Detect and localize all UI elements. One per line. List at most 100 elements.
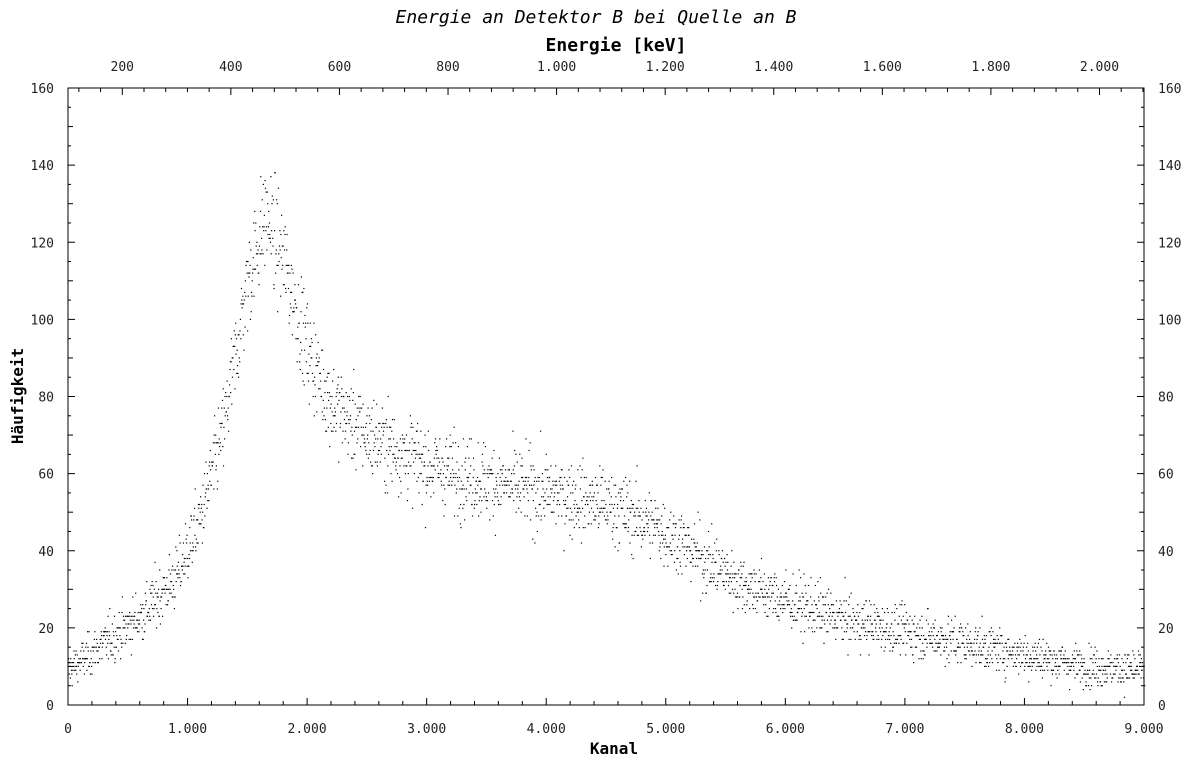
scatter-point <box>522 476 524 479</box>
scatter-point <box>250 291 253 293</box>
scatter-point <box>785 592 787 594</box>
scatter-point <box>473 507 475 509</box>
scatter-point <box>693 523 696 525</box>
scatter-point <box>206 507 208 509</box>
scatter-point <box>908 623 910 625</box>
scatter-point <box>313 380 315 382</box>
scatter-point <box>933 650 935 652</box>
scatter-point <box>161 592 163 594</box>
scatter-point <box>496 496 498 498</box>
scatter-point <box>175 546 177 548</box>
scatter-point <box>903 623 905 625</box>
scatter-point <box>701 554 703 556</box>
scatter-point <box>960 662 962 664</box>
scatter-point <box>1128 665 1130 667</box>
scatter-point <box>1001 642 1003 644</box>
scatter-point <box>556 492 559 494</box>
scatter-point <box>740 561 742 563</box>
scatter-point <box>344 411 346 413</box>
scatter-point <box>1014 662 1016 664</box>
scatter-point <box>718 554 720 556</box>
scatter-point <box>936 635 938 637</box>
scatter-point <box>494 496 496 498</box>
scatter-point <box>865 600 867 602</box>
scatter-point <box>130 654 132 656</box>
scatter-point <box>986 662 988 664</box>
scatter-point <box>577 511 579 513</box>
scatter-point <box>813 600 815 602</box>
scatter-point <box>1132 673 1135 675</box>
scatter-point <box>436 449 438 452</box>
scatter-point <box>530 465 532 467</box>
scatter-point <box>142 604 144 606</box>
scatter-point <box>490 469 493 471</box>
scatter-point <box>87 646 89 648</box>
scatter-point <box>514 449 516 452</box>
scatter-point <box>314 384 316 386</box>
scatter-point <box>477 442 479 444</box>
scatter-point <box>193 507 196 509</box>
scatter-point <box>478 500 480 502</box>
scatter-point <box>361 407 363 409</box>
scatter-point <box>1045 662 1047 664</box>
scatter-point <box>782 604 784 606</box>
scatter-point <box>340 395 343 398</box>
scatter-point <box>901 600 903 602</box>
scatter-point <box>833 627 835 629</box>
scatter-point <box>788 604 791 606</box>
scatter-point <box>170 581 172 583</box>
scatter-point <box>638 511 640 513</box>
scatter-point <box>626 484 628 486</box>
scatter-point <box>1104 673 1106 675</box>
scatter-point <box>595 515 597 517</box>
scatter-point <box>281 245 283 247</box>
scatter-point <box>613 484 615 486</box>
scatter-point <box>72 665 74 667</box>
scatter-point <box>557 500 559 502</box>
scatter-point <box>153 615 155 617</box>
scatter-point <box>641 519 643 521</box>
scatter-point <box>70 658 72 660</box>
scatter-point <box>980 654 982 656</box>
scatter-point <box>1098 658 1100 660</box>
scatter-point <box>712 554 714 556</box>
scatter-point <box>415 453 417 455</box>
scatter-point <box>314 395 316 398</box>
scatter-point <box>570 492 572 494</box>
scatter-point <box>592 511 594 513</box>
scatter-point <box>223 426 225 428</box>
scatter-point <box>176 565 178 567</box>
scatter-point <box>1031 669 1033 671</box>
scatter-point <box>412 426 414 428</box>
scatter-point <box>989 662 991 664</box>
scatter-point <box>688 546 691 548</box>
scatter-point <box>769 584 771 587</box>
scatter-point <box>988 631 990 633</box>
scatter-point <box>593 492 595 494</box>
scatter-point <box>181 565 183 567</box>
scatter-point <box>547 469 549 471</box>
scatter-point <box>810 596 812 598</box>
scatter-point <box>352 399 354 401</box>
scatter-point <box>373 442 375 444</box>
scatter-point <box>775 611 777 614</box>
scatter-point <box>984 638 986 640</box>
scatter-point <box>662 542 664 544</box>
scatter-point <box>193 519 195 521</box>
scatter-point <box>685 565 687 567</box>
scatter-point <box>1135 669 1137 671</box>
scatter-point <box>902 615 904 617</box>
scatter-point <box>799 596 801 598</box>
scatter-point <box>913 662 915 664</box>
scatter-point <box>137 623 140 625</box>
scatter-point <box>1071 654 1074 656</box>
scatter-point <box>569 476 571 479</box>
scatter-point <box>721 550 723 552</box>
scatter-point <box>449 434 451 436</box>
scatter-point <box>1097 685 1099 687</box>
scatter-point <box>677 573 679 575</box>
scatter-point <box>376 403 378 405</box>
scatter-point <box>899 654 901 656</box>
scatter-point <box>231 376 234 378</box>
scatter-point <box>384 492 386 494</box>
